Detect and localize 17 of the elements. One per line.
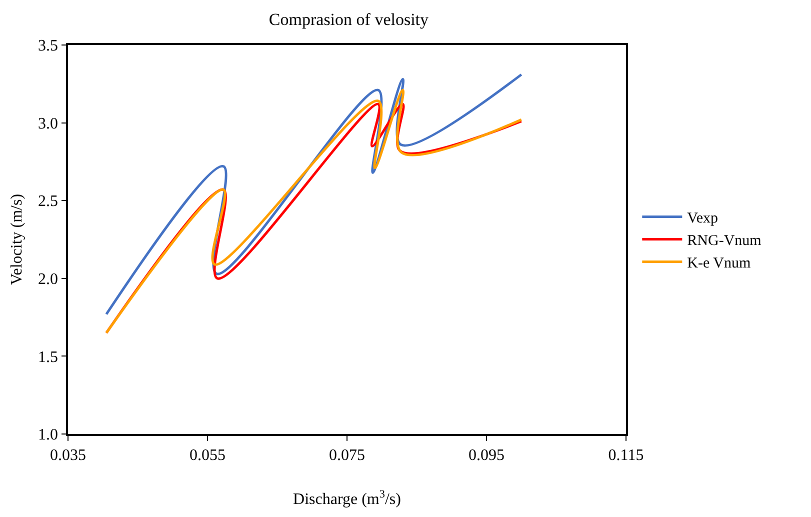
x-tick-label: 0.095	[468, 446, 504, 464]
x-tick-label: 0.075	[329, 446, 365, 464]
legend-label: RNG-Vnum	[687, 233, 762, 250]
y-tick-label: 3.5	[38, 38, 58, 55]
y-tick-label: 1.0	[38, 426, 58, 444]
y-tick-label: 2.5	[38, 193, 58, 210]
y-tick-label: 2.0	[38, 271, 58, 288]
chart-title: Comprasion of velosity	[268, 10, 430, 29]
legend-label: K-e Vnum	[687, 256, 751, 272]
y-axis-title: Velocity (m/s)	[8, 194, 26, 286]
x-tick-label: 0.035	[50, 446, 86, 464]
y-tick-label: 1.5	[38, 348, 58, 366]
x-tick-label: 0.115	[608, 446, 644, 464]
x-axis-title: Discharge (m$^{3}$/s)	[293, 488, 401, 508]
x-tick-label: 0.055	[190, 446, 226, 464]
legend-label: Vexp	[687, 210, 718, 227]
y-tick-label: 3.0	[38, 115, 58, 132]
